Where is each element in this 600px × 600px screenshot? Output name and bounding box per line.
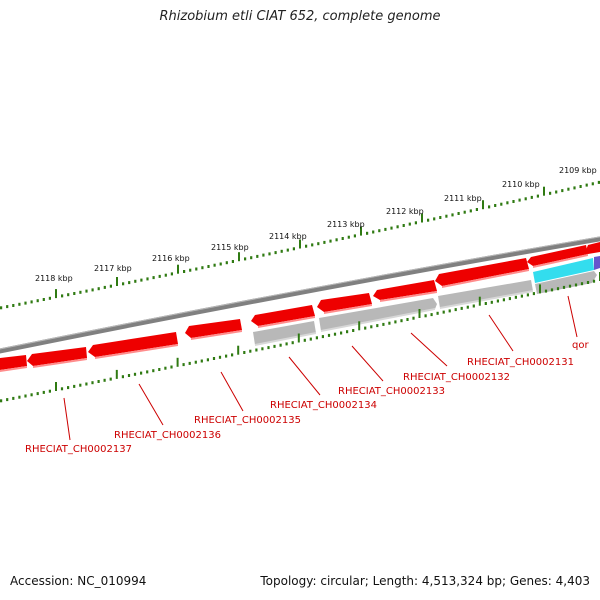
gene-label-rheciat-ch0002132: RHECIAT_CH0002132 bbox=[403, 372, 510, 383]
accession-label: Accession: NC_010994 bbox=[10, 574, 147, 588]
gene-arrow bbox=[435, 258, 529, 286]
gene-arrow bbox=[533, 258, 594, 283]
tick-label-2116: 2116 kbp bbox=[152, 254, 190, 263]
gene-arrow bbox=[27, 347, 87, 366]
gene-arrow bbox=[319, 298, 437, 331]
gene-label-rheciat-ch0002134: RHECIAT_CH0002134 bbox=[270, 400, 377, 411]
tick-label-2112: 2112 kbp bbox=[386, 207, 424, 216]
genome-backbone bbox=[0, 236, 600, 354]
gene-arrow bbox=[527, 245, 588, 266]
gene-labels: qor RHECIAT_CH0002131 RHECIAT_CH0002132 … bbox=[25, 340, 589, 455]
tick-label-2118: 2118 kbp bbox=[35, 274, 73, 283]
tick-label-2113: 2113 kbp bbox=[327, 220, 365, 229]
gene-label-rheciat-ch0002135: RHECIAT_CH0002135 bbox=[194, 415, 301, 426]
gene-arrow bbox=[88, 332, 178, 357]
tick-label-2110: 2110 kbp bbox=[502, 180, 540, 189]
gene-arrow bbox=[0, 355, 27, 370]
gene-arrow bbox=[586, 242, 600, 254]
tick-label-2109: 2109 kbp bbox=[559, 166, 597, 175]
tick-label-2115: 2115 kbp bbox=[211, 243, 249, 252]
tick-label-2111: 2111 kbp bbox=[444, 194, 482, 203]
gene-label-qor: qor bbox=[572, 340, 589, 351]
gene-label-rheciat-ch0002136: RHECIAT_CH0002136 bbox=[114, 430, 221, 441]
gene-label-rheciat-ch0002131: RHECIAT_CH0002131 bbox=[467, 357, 574, 368]
gene-arrow bbox=[438, 280, 533, 308]
genome-summary: Topology: circular; Length: 4,513,324 bp… bbox=[260, 574, 590, 588]
gene-label-rheciat-ch0002137: RHECIAT_CH0002137 bbox=[25, 444, 132, 455]
gene-arrow bbox=[185, 319, 242, 338]
gene-label-rheciat-ch0002133: RHECIAT_CH0002133 bbox=[338, 386, 445, 397]
forward-genes bbox=[0, 242, 600, 372]
gene-arrow bbox=[535, 271, 597, 294]
gene-arrow bbox=[253, 321, 316, 345]
tick-label-2117: 2117 kbp bbox=[94, 264, 132, 273]
gene-arrow bbox=[373, 280, 437, 300]
gene-arrow bbox=[594, 256, 600, 270]
inner-ruler bbox=[0, 272, 600, 403]
reverse-genes bbox=[253, 256, 600, 346]
label-leaders bbox=[63, 295, 578, 441]
gene-arrow bbox=[317, 293, 372, 312]
gene-arrow bbox=[251, 305, 315, 326]
map-title: Rhizobium etli CIAT 652, complete genome bbox=[159, 9, 441, 24]
outer-ruler: 2109 kbp 2110 kbp 2111 kbp 2112 kbp 2113… bbox=[0, 166, 600, 310]
tick-label-2114: 2114 kbp bbox=[269, 232, 307, 241]
